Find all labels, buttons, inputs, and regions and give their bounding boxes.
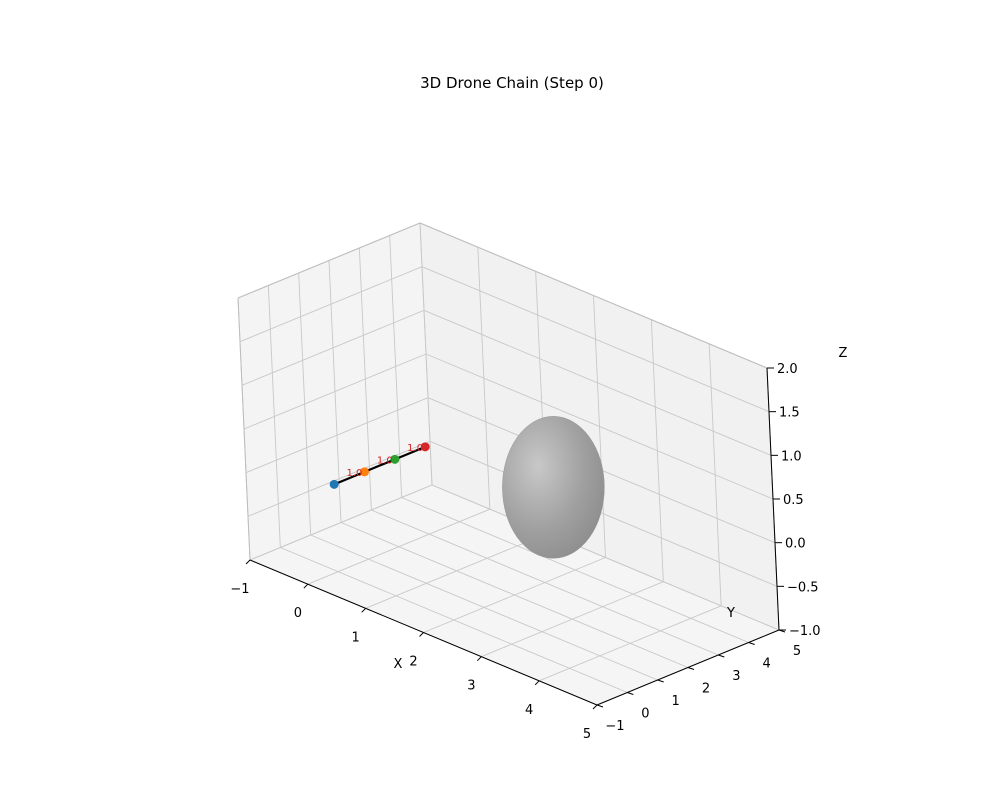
y-tick-label: 0 xyxy=(641,707,649,722)
x-tick-label: 1 xyxy=(352,630,360,645)
y-grid-line xyxy=(310,534,658,681)
z-grid-line xyxy=(239,266,423,343)
y-tick xyxy=(627,692,634,695)
y-tick xyxy=(687,667,695,670)
x-tick xyxy=(592,704,598,710)
x-tick-label: −1 xyxy=(230,582,249,597)
tick-marks xyxy=(245,367,786,710)
y-tick xyxy=(748,642,755,645)
distance-label: 1.0 xyxy=(347,468,363,479)
y-tick-label: 2 xyxy=(702,682,710,697)
y-tick-label: 1 xyxy=(672,694,680,709)
z-axis-label: Z xyxy=(839,346,848,361)
y-grid-line xyxy=(280,547,628,693)
y-grid-line xyxy=(340,522,689,668)
x-axis-label: X xyxy=(394,657,403,672)
x-tick-label: 4 xyxy=(525,703,533,718)
z-grid-line xyxy=(241,309,425,386)
tick-labels: −1 0 1 2 3 4 5 −1 0 1 2 3 4 5 −1.0 −0.5 0.0 0.5 1.0 1.5 2.0 xyxy=(230,362,820,742)
y-grid-line xyxy=(401,497,749,643)
drone-chain: 1.0 1.0 1.0 xyxy=(329,442,430,489)
z-grid-line xyxy=(245,397,429,474)
obstacle-ellipsoid xyxy=(502,416,605,559)
y-tick-label: 3 xyxy=(732,669,740,684)
pane-edge xyxy=(419,222,768,369)
z-grid-line xyxy=(423,309,772,456)
z-grid-line xyxy=(429,440,778,587)
z-tick-label: 1.5 xyxy=(779,406,800,421)
x-tick xyxy=(476,656,482,662)
chain-link xyxy=(364,458,396,473)
obstacle xyxy=(502,416,605,559)
z-grid-line xyxy=(249,484,433,561)
drone-point xyxy=(420,442,430,452)
z-tick-label: −0.5 xyxy=(787,580,819,595)
y-tick xyxy=(596,704,604,708)
pane-edge xyxy=(237,297,251,561)
x-tick-label: 5 xyxy=(583,727,591,742)
distance-label: 1.0 xyxy=(377,455,393,466)
y-tick-label: 4 xyxy=(763,657,771,672)
x-tick xyxy=(303,583,309,589)
x-tick xyxy=(419,632,424,637)
y-axis-label: Y xyxy=(726,606,735,621)
grid-lines xyxy=(237,222,780,706)
drone-point xyxy=(329,479,339,489)
x-tick xyxy=(361,607,367,613)
y-tick xyxy=(657,679,664,683)
x-tick-label: 3 xyxy=(467,679,475,694)
z-tick-label: −1.0 xyxy=(789,624,821,639)
z-grid-line xyxy=(421,266,770,413)
distance-label: 1.0 xyxy=(407,443,423,454)
z-tick-label: 2.0 xyxy=(777,362,798,377)
y-tick-label: 5 xyxy=(793,644,801,659)
x-tick-label: 2 xyxy=(409,655,417,670)
chart-title: 3D Drone Chain (Step 0) xyxy=(420,74,604,92)
z-grid-line xyxy=(247,440,431,517)
x-tick xyxy=(534,680,540,686)
x-tick-label: 0 xyxy=(294,606,302,621)
z-tick-label: 1.0 xyxy=(781,449,802,464)
chain-link xyxy=(333,470,365,486)
z-grid-line xyxy=(425,353,774,500)
y-grid-line xyxy=(371,509,719,656)
z-tick-label: 0.5 xyxy=(783,493,804,508)
drone-point xyxy=(360,467,369,477)
pane-edge xyxy=(237,222,421,299)
z-grid-line xyxy=(431,484,780,631)
y-tick xyxy=(718,654,725,658)
chain-link xyxy=(394,445,426,461)
z-grid-line xyxy=(243,353,427,430)
drone-point xyxy=(390,454,400,464)
x-tick xyxy=(245,559,251,565)
z-tick-label: 0.0 xyxy=(785,537,806,552)
y-tick-label: −1 xyxy=(605,719,624,734)
